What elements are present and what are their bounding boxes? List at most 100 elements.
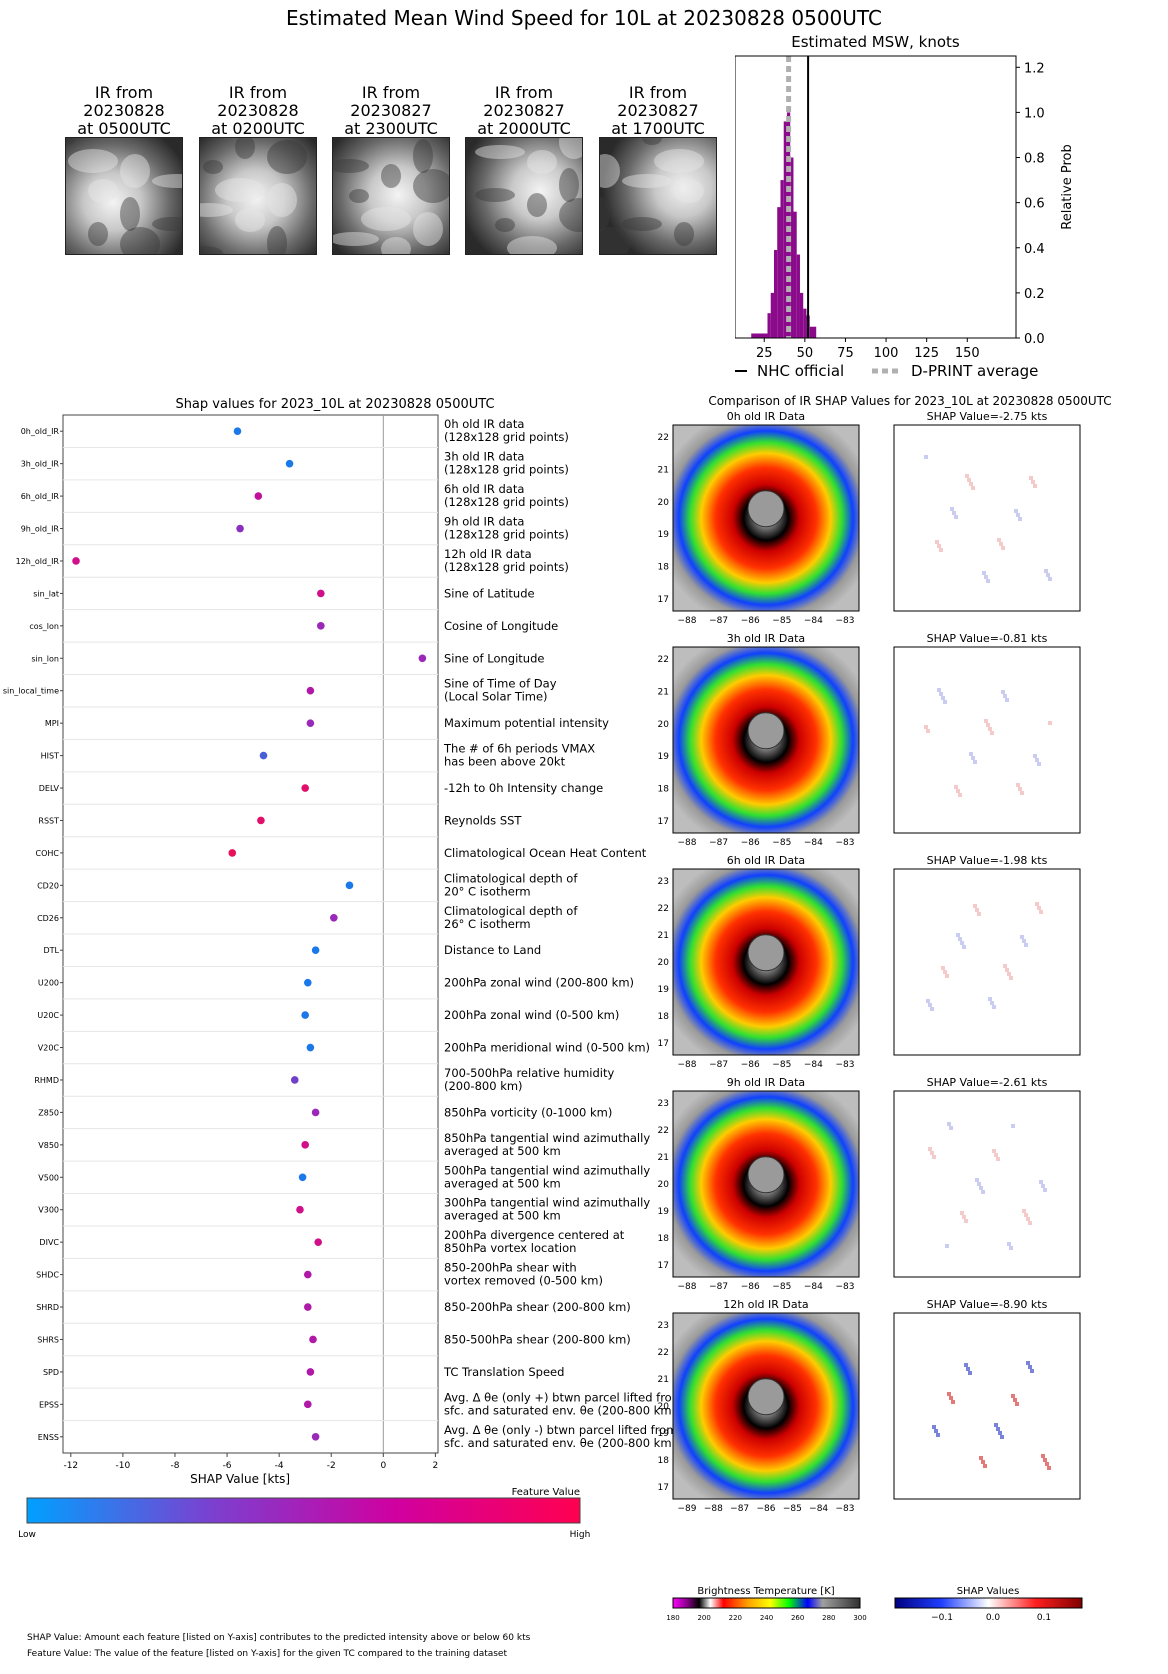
feature-description: 200hPa divergence centered at [444, 1228, 625, 1242]
footnote-shap: SHAP Value: Amount each feature [listed … [27, 1633, 531, 1643]
shap-pixel [1048, 577, 1052, 581]
shap-pixel [1011, 1394, 1015, 1398]
lon-tick-label: −87 [709, 1282, 728, 1292]
shap-pixel [1045, 1462, 1049, 1466]
bottom-colorbars: Brightness Temperature [K] 180 200 220 240 26… [666, 1586, 1083, 1623]
histogram-bar [751, 333, 768, 338]
shap-pixel [1033, 754, 1037, 758]
feature-description: Avg. Δ θe (only -) btwn parcel lifted fr… [444, 1423, 677, 1437]
feature-description: sfc. and saturated env. θe (200-800 km) [444, 1403, 676, 1417]
feature-name: RHMD [34, 1076, 59, 1085]
feature-name: EPSS [39, 1400, 59, 1409]
shap-pixel [1022, 939, 1026, 943]
feature-description: 3h old IR data [444, 450, 524, 464]
shap-point [228, 849, 237, 857]
shap-pixel [947, 1122, 951, 1126]
ir-cloud-blob [600, 154, 620, 188]
shap-pixel [1039, 910, 1043, 914]
shap-pixel [1013, 1398, 1017, 1402]
feature-name: CD20 [37, 881, 59, 890]
shap-point [306, 1043, 315, 1052]
shap-pixel [928, 1003, 932, 1007]
shap-pixel [994, 1423, 998, 1427]
ir-cloud-blob [559, 198, 582, 232]
histogram-bar [777, 207, 781, 338]
lon-tick-label: −89 [678, 1504, 697, 1514]
shap-pixel [1020, 935, 1024, 939]
lat-tick-label: 18 [658, 785, 670, 795]
feature-description: 200hPa zonal wind (0-500 km) [444, 1008, 619, 1022]
lat-tick-label: 18 [658, 1456, 670, 1466]
feature-description: Sine of Latitude [444, 586, 535, 600]
y-axis-label: Relative Prob [1060, 144, 1075, 229]
shap-pixel [1015, 1402, 1019, 1406]
shap-pixel [932, 1425, 936, 1429]
shap-pixel [990, 731, 994, 735]
histogram-bar [790, 157, 794, 338]
shap-point [418, 654, 427, 663]
feature-description: (128x128 grid points) [444, 495, 569, 509]
histogram-bar [796, 254, 800, 338]
x-tick-label: -10 [116, 1461, 131, 1471]
lon-tick-label: −88 [678, 1282, 697, 1292]
y-tick-label: 1.0 [1024, 106, 1045, 121]
ir-cloud-blob [349, 189, 369, 203]
shap-point [317, 622, 325, 630]
page-title: Estimated Mean Wind Speed for 10L at 202… [286, 6, 882, 30]
shap-pixel [930, 1007, 934, 1011]
shap-pixel [947, 1392, 951, 1396]
histogram-bar [793, 211, 797, 338]
histogram-bar [783, 121, 787, 338]
shap-pixel [1046, 573, 1050, 577]
shap-pixel [1003, 694, 1007, 698]
lon-tick-label: −87 [709, 838, 728, 848]
lat-tick-label: 21 [658, 931, 669, 941]
ir-satellite-image [199, 137, 317, 255]
shap-pixel [973, 904, 977, 908]
shap-pixel [968, 1371, 972, 1375]
feature-description: 0h old IR data [444, 417, 524, 431]
shap-pixel [950, 507, 954, 511]
storm-eye [747, 1156, 785, 1194]
feature-description: 850-200hPa shear (200-800 km) [444, 1300, 631, 1314]
lat-tick-label: 19 [658, 752, 670, 762]
feature-description: 12h old IR data [444, 547, 532, 561]
shap-point [306, 1368, 315, 1376]
x-tick-label: 150 [955, 346, 980, 361]
x-tick-label: 100 [874, 346, 899, 361]
feature-description: Maximum potential intensity [444, 716, 609, 730]
bt-colorbar-tick: 180 [666, 1614, 679, 1622]
shap-pixel [958, 793, 962, 797]
feature-description: averaged at 500 km [444, 1209, 561, 1223]
shap-pixel [1043, 1458, 1047, 1462]
feature-name: cos_lon [29, 622, 59, 631]
feature-name: MPI [45, 719, 59, 728]
shap-pixel [926, 729, 930, 733]
ir-cloud-blob [674, 179, 704, 203]
comparison-title: Comparison of IR SHAP Values for 2023_10… [708, 394, 1112, 408]
shap-pixel [930, 1151, 934, 1155]
shap-pixel [1028, 1221, 1032, 1225]
lon-tick-label: −83 [836, 616, 855, 626]
shap-point [301, 784, 309, 792]
shap-point [301, 1011, 309, 1019]
lon-tick-label: −86 [757, 1504, 776, 1514]
shap-pixel [924, 725, 928, 729]
lat-tick-label: 18 [658, 563, 670, 573]
feature-description: 500hPa tangential wind azimuthally [444, 1163, 650, 1177]
ir-satellite-image [599, 137, 717, 255]
x-tick-label: 75 [837, 346, 854, 361]
feature-name: SPD [43, 1368, 59, 1377]
shap-pixel [1009, 976, 1013, 980]
shap-pixel [1044, 569, 1048, 573]
shap-pixel [1043, 1188, 1047, 1192]
histogram-bar [770, 292, 774, 338]
x-axis-label: SHAP Value [kts] [190, 1472, 290, 1486]
feature-name: ENSS [38, 1433, 59, 1442]
lat-tick-label: 19 [658, 530, 670, 540]
shap-pixel [945, 1244, 949, 1248]
shap-point [311, 1432, 320, 1441]
lon-tick-label: −85 [772, 1282, 791, 1292]
feature-description: 850-500hPa shear (200-800 km) [444, 1332, 631, 1346]
lat-tick-label: 17 [658, 1483, 669, 1493]
